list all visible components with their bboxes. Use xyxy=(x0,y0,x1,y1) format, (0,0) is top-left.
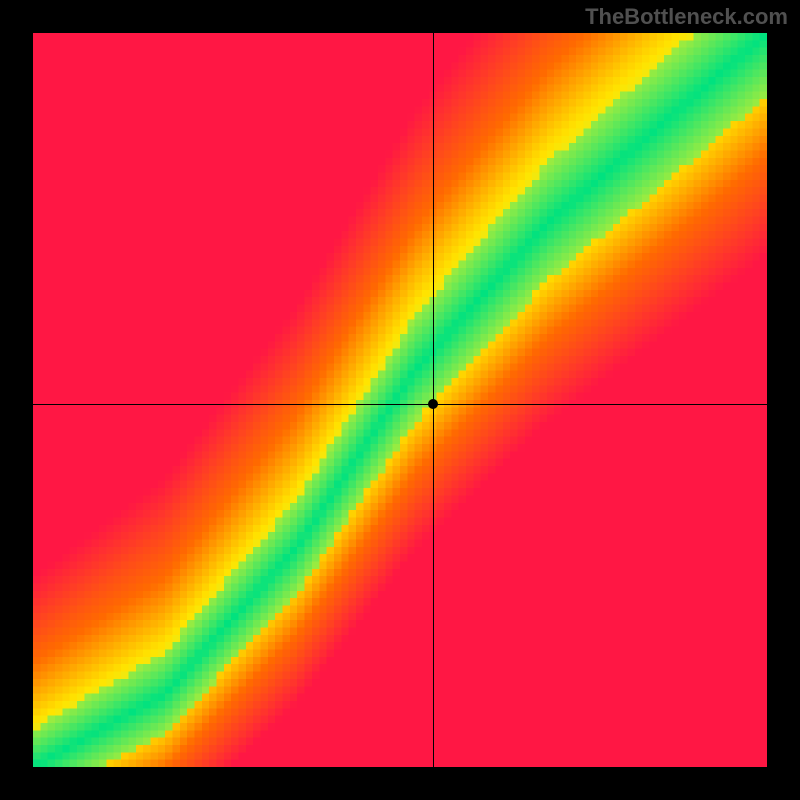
crosshair-marker xyxy=(428,399,438,409)
chart-container: TheBottleneck.com xyxy=(0,0,800,800)
crosshair-horizontal xyxy=(33,404,767,405)
heatmap-canvas xyxy=(33,33,767,767)
plot-area xyxy=(33,33,767,767)
watermark-text: TheBottleneck.com xyxy=(585,4,788,30)
